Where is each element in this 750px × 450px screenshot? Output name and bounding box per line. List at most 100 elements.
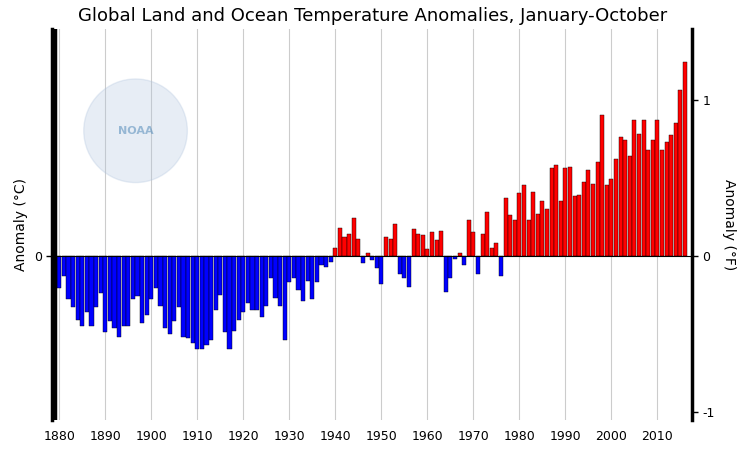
Bar (462, 256, 466, 265)
Bar (71, 256, 75, 307)
Bar (242, 256, 245, 312)
Bar (439, 231, 443, 256)
Bar (292, 256, 296, 278)
Bar (324, 256, 328, 266)
Bar (122, 256, 126, 326)
Bar (126, 256, 130, 326)
Bar (600, 115, 604, 256)
Bar (177, 256, 181, 307)
Bar (315, 256, 319, 282)
Bar (172, 256, 176, 321)
Bar (559, 201, 563, 256)
Bar (108, 256, 112, 321)
Bar (370, 256, 374, 261)
Bar (448, 256, 452, 278)
Bar (333, 248, 338, 256)
Bar (518, 193, 521, 256)
Bar (434, 240, 439, 256)
Bar (352, 218, 356, 256)
Bar (320, 256, 324, 265)
Bar (578, 195, 581, 256)
Bar (287, 256, 292, 282)
Bar (57, 256, 62, 288)
Bar (582, 182, 586, 256)
Bar (136, 256, 140, 296)
Bar (296, 256, 301, 290)
Bar (310, 256, 314, 299)
Bar (195, 256, 200, 349)
Bar (660, 149, 664, 256)
Bar (619, 137, 622, 256)
Bar (205, 256, 209, 345)
Bar (255, 256, 260, 310)
Bar (246, 256, 250, 302)
Bar (260, 256, 264, 317)
Bar (158, 256, 163, 306)
Bar (545, 209, 549, 256)
Bar (251, 256, 254, 310)
Bar (218, 256, 223, 295)
Bar (669, 135, 674, 256)
Bar (168, 256, 172, 334)
Bar (421, 235, 424, 256)
Bar (572, 196, 577, 256)
Bar (214, 256, 217, 310)
Bar (149, 256, 154, 299)
Y-axis label: Anomaly (°F): Anomaly (°F) (722, 179, 736, 270)
Bar (89, 256, 94, 326)
Bar (209, 256, 213, 340)
Bar (536, 214, 540, 256)
Bar (678, 90, 682, 256)
Bar (269, 256, 273, 278)
Bar (540, 201, 544, 256)
Bar (163, 256, 167, 328)
Bar (227, 256, 232, 349)
Bar (85, 256, 89, 312)
Bar (458, 252, 462, 256)
Bar (343, 237, 346, 256)
Bar (412, 229, 416, 256)
Bar (76, 256, 80, 320)
Bar (656, 120, 659, 256)
Bar (499, 256, 503, 276)
Bar (140, 256, 144, 323)
Bar (554, 165, 558, 256)
Y-axis label: Anomaly (°C): Anomaly (°C) (14, 178, 28, 271)
Bar (384, 237, 388, 256)
Bar (651, 140, 655, 256)
Bar (200, 256, 204, 349)
Bar (67, 256, 70, 299)
Bar (471, 232, 476, 256)
Bar (476, 256, 480, 274)
Bar (182, 256, 185, 337)
Bar (94, 256, 98, 307)
Bar (99, 256, 103, 293)
Bar (154, 256, 158, 288)
Bar (623, 140, 627, 256)
Bar (388, 238, 393, 256)
Bar (646, 149, 650, 256)
Bar (264, 256, 268, 306)
Bar (306, 256, 310, 281)
Bar (104, 256, 107, 332)
Bar (356, 238, 361, 256)
Bar (522, 185, 526, 256)
Bar (328, 256, 333, 262)
Bar (586, 170, 590, 256)
Bar (641, 120, 646, 256)
Bar (444, 256, 448, 292)
Bar (568, 166, 572, 256)
Bar (117, 256, 122, 337)
Bar (453, 256, 457, 259)
Bar (393, 225, 398, 256)
Bar (526, 220, 531, 256)
Bar (283, 256, 286, 340)
Bar (232, 256, 236, 331)
Bar (563, 168, 568, 256)
Bar (632, 120, 637, 256)
Bar (513, 220, 517, 256)
Bar (609, 179, 613, 256)
Bar (466, 220, 471, 256)
Bar (375, 256, 379, 268)
Bar (485, 212, 489, 256)
